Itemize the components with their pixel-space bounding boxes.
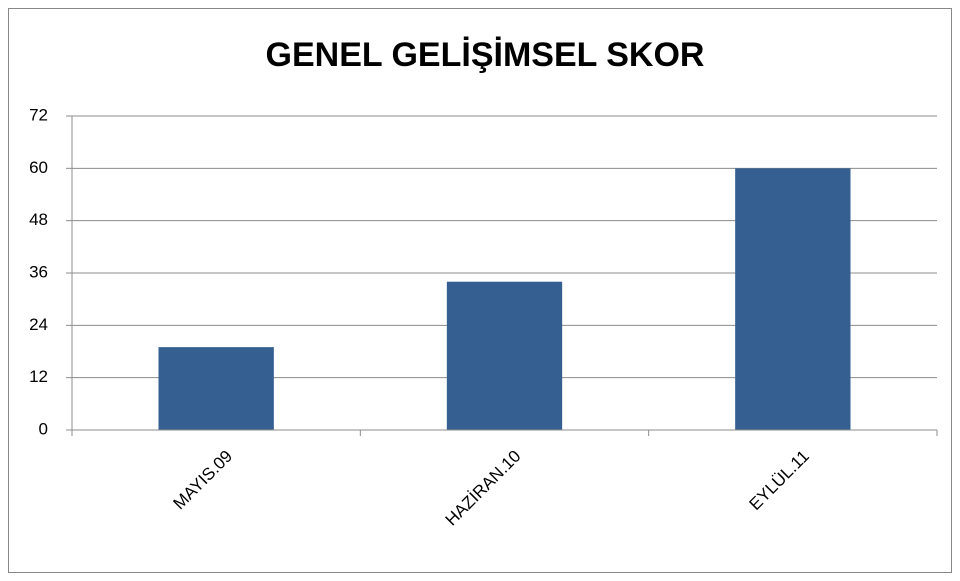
y-tick-label: 24 [29,315,48,334]
y-tick-label: 60 [29,158,48,177]
y-tick-label: 72 [29,105,48,124]
bar [735,168,851,431]
y-tick-label: 12 [29,367,48,386]
chart-title: GENEL GELİŞİMSEL SKOR [266,36,705,74]
y-tick-label: 36 [29,262,48,281]
bar [446,281,563,430]
bar [158,347,274,430]
y-tick-label: 48 [29,210,48,229]
y-tick-label: 0 [39,419,48,438]
